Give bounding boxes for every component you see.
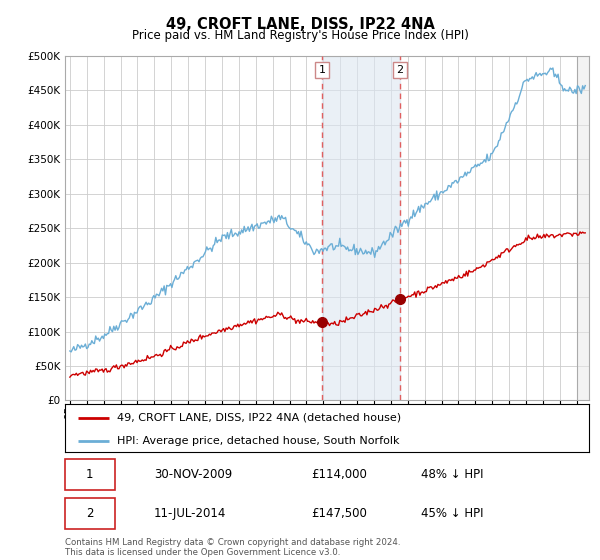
- Text: 1: 1: [86, 468, 93, 481]
- FancyBboxPatch shape: [65, 459, 115, 490]
- Bar: [577, 56, 593, 400]
- FancyBboxPatch shape: [65, 498, 115, 529]
- Text: Contains HM Land Registry data © Crown copyright and database right 2024.
This d: Contains HM Land Registry data © Crown c…: [65, 538, 400, 557]
- Text: £114,000: £114,000: [311, 468, 367, 481]
- Text: 11-JUL-2014: 11-JUL-2014: [154, 507, 226, 520]
- Text: 49, CROFT LANE, DISS, IP22 4NA (detached house): 49, CROFT LANE, DISS, IP22 4NA (detached…: [117, 413, 401, 423]
- Text: 1: 1: [319, 65, 325, 75]
- Text: 2: 2: [86, 507, 93, 520]
- Text: 2: 2: [397, 65, 404, 75]
- Text: 48% ↓ HPI: 48% ↓ HPI: [421, 468, 484, 481]
- Text: 30-NOV-2009: 30-NOV-2009: [154, 468, 232, 481]
- Text: 49, CROFT LANE, DISS, IP22 4NA: 49, CROFT LANE, DISS, IP22 4NA: [166, 17, 434, 32]
- Text: 45% ↓ HPI: 45% ↓ HPI: [421, 507, 484, 520]
- Text: £147,500: £147,500: [311, 507, 367, 520]
- Text: HPI: Average price, detached house, South Norfolk: HPI: Average price, detached house, Sout…: [117, 436, 400, 446]
- Text: Price paid vs. HM Land Registry's House Price Index (HPI): Price paid vs. HM Land Registry's House …: [131, 29, 469, 42]
- Bar: [322, 56, 400, 400]
